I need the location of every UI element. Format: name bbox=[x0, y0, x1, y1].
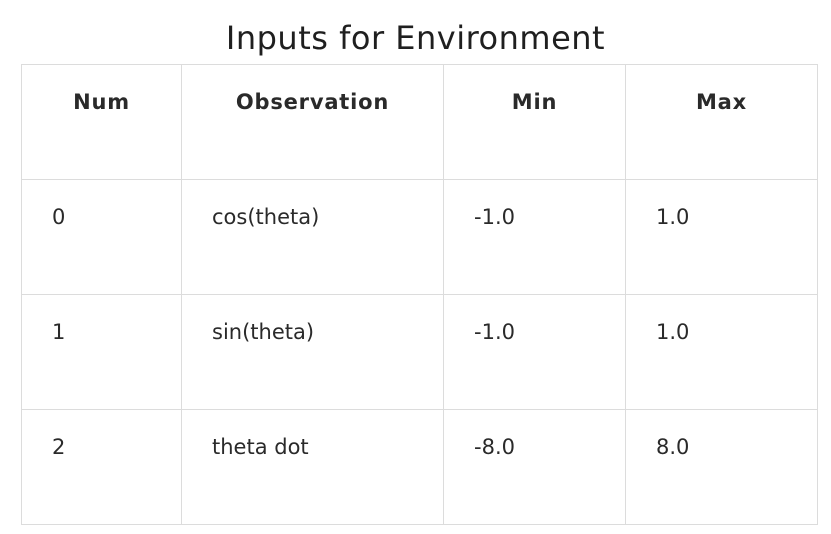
table-header-row: Num Observation Min Max bbox=[21, 64, 818, 180]
observation-table: Num Observation Min Max 0 cos(theta) -1.… bbox=[21, 64, 818, 525]
cell-max: 8.0 bbox=[625, 409, 818, 525]
cell-observation: cos(theta) bbox=[181, 179, 444, 295]
cell-num: 0 bbox=[21, 179, 182, 295]
cell-min: -1.0 bbox=[443, 179, 626, 295]
header-min: Min bbox=[443, 64, 626, 180]
cell-num: 1 bbox=[21, 294, 182, 410]
header-max: Max bbox=[625, 64, 818, 180]
cell-max: 1.0 bbox=[625, 179, 818, 295]
table-row: 1 sin(theta) -1.0 1.0 bbox=[21, 294, 818, 410]
cell-observation: theta dot bbox=[181, 409, 444, 525]
header-num: Num bbox=[21, 64, 182, 180]
page-title: Inputs for Environment bbox=[225, 19, 606, 57]
header-observation: Observation bbox=[181, 64, 444, 180]
cell-max: 1.0 bbox=[625, 294, 818, 410]
cell-observation: sin(theta) bbox=[181, 294, 444, 410]
cell-min: -1.0 bbox=[443, 294, 626, 410]
table-row: 2 theta dot -8.0 8.0 bbox=[21, 409, 818, 525]
cell-min: -8.0 bbox=[443, 409, 626, 525]
cell-num: 2 bbox=[21, 409, 182, 525]
table-row: 0 cos(theta) -1.0 1.0 bbox=[21, 179, 818, 295]
